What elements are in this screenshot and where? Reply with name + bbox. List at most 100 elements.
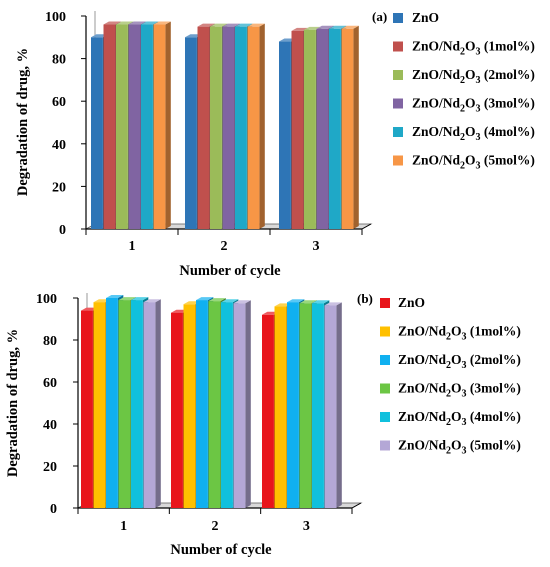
bar-front-face xyxy=(141,24,153,229)
bar-front-face xyxy=(153,24,166,229)
bar-front-face xyxy=(324,305,337,508)
bar-top-face xyxy=(131,297,149,301)
bar-top-face xyxy=(143,299,161,303)
chart-b-bar xyxy=(324,302,342,508)
bar-front-face xyxy=(196,300,208,508)
legend-entry: ZnO xyxy=(398,295,425,310)
bar-top-face xyxy=(316,25,334,29)
bar-top-face xyxy=(233,300,251,304)
legend-entry: ZnO/Nd2O3 (4mol%) xyxy=(398,409,521,428)
bar-front-face xyxy=(143,302,156,508)
bar-front-face xyxy=(106,298,118,508)
chart-a-y-axis-title: Degradation of drug, % xyxy=(15,48,31,196)
bar-top-face xyxy=(247,23,265,27)
chart-b-y-tick-label: 40 xyxy=(43,418,57,433)
chart-a-x-axis-depth xyxy=(361,223,372,230)
bar-top-face xyxy=(287,299,305,303)
chart-a-bar xyxy=(247,23,265,230)
legend-swatch xyxy=(380,298,390,308)
legend-entry: ZnO/Nd2O3 (4mol%) xyxy=(412,124,535,143)
chart-a-y-tick-label: 20 xyxy=(52,180,66,195)
bar-front-face xyxy=(91,37,103,229)
legend-swatch xyxy=(393,41,403,52)
chart-b-y-tick-label: 20 xyxy=(43,460,57,475)
bar-front-face xyxy=(274,306,287,508)
bar-top-face xyxy=(329,25,347,29)
bar-front-face xyxy=(210,26,222,230)
chart-a-y-tick-label: 80 xyxy=(52,53,66,68)
chart-b-panel-label: (b) xyxy=(357,291,373,306)
chart-a-panel-label: (a) xyxy=(372,9,387,24)
bar-front-face xyxy=(128,24,141,229)
bar-front-face xyxy=(183,304,196,508)
bar-front-face xyxy=(287,302,299,508)
bar-side-face xyxy=(259,23,265,230)
chart-b-x-tick-label: 2 xyxy=(212,519,219,534)
chart-b-bar xyxy=(233,300,251,508)
bar-front-face xyxy=(116,24,128,229)
bar-top-face xyxy=(106,295,124,298)
bar-front-face xyxy=(299,303,312,508)
legend-swatch xyxy=(393,155,403,166)
chart-b-x-tick-label: 3 xyxy=(303,519,310,534)
bar-side-face xyxy=(165,21,171,229)
bar-top-face xyxy=(128,21,146,25)
chart-b-y-tick-label: 80 xyxy=(43,334,57,349)
bar-side-face xyxy=(245,300,251,508)
bar-top-face xyxy=(103,21,121,25)
bar-front-face xyxy=(262,314,274,508)
bar-front-face xyxy=(291,30,304,229)
chart-a-x-tick-label: 3 xyxy=(313,239,320,254)
chart-a-y-tick-label: 40 xyxy=(52,138,66,153)
bar-top-face xyxy=(118,297,136,301)
bar-top-face xyxy=(222,23,240,27)
bar-front-face xyxy=(171,312,183,508)
bar-top-face xyxy=(116,21,134,25)
legend-swatch xyxy=(380,412,390,422)
chart-a-y-tick-label: 0 xyxy=(59,223,66,238)
legend-swatch xyxy=(380,440,390,451)
chart-b-x-tick-label: 1 xyxy=(120,519,127,534)
chart-a-x-tick-label: 1 xyxy=(129,239,136,254)
chart-b-y-tick-label: 60 xyxy=(43,376,57,391)
chart-a-y-tick-label: 60 xyxy=(52,95,66,110)
bar-front-face xyxy=(316,28,329,230)
chart-b-legend: ZnO ZnO/Nd2O3 (1mol%) ZnO/Nd2O3 (2mol%) ZnO… xyxy=(380,295,521,457)
legend-entry: ZnO/Nd2O3 (5mol%) xyxy=(398,438,521,457)
bar-top-face xyxy=(341,25,359,29)
chart-b-bar xyxy=(143,299,161,508)
bar-side-face xyxy=(155,299,161,508)
chart-b-y-tick-label: 100 xyxy=(36,292,57,307)
bar-front-face xyxy=(233,303,246,508)
bar-top-face xyxy=(153,21,171,25)
legend-entry: ZnO/Nd2O3 (1mol%) xyxy=(398,324,521,343)
bar-top-face xyxy=(299,300,317,304)
bar-side-face xyxy=(336,302,342,508)
legend-entry: ZnO/Nd2O3 (2mol%) xyxy=(412,67,535,86)
chart-panel-b: 0 20 40 60 80 100 1 2 3 Number of cycle Degradatio… xyxy=(5,291,521,558)
bar-front-face xyxy=(247,26,260,230)
legend-swatch xyxy=(380,383,390,394)
chart-b-y-axis-title: Degradation of drug, % xyxy=(5,329,21,477)
bar-front-face xyxy=(341,28,354,230)
bar-top-face xyxy=(141,21,159,25)
chart-panel-a: 0 20 40 60 80 100 1 2 3 Number of cycle Degradatio… xyxy=(15,9,535,279)
chart-b-x-axis-depth xyxy=(351,502,362,509)
chart-b-x-axis-title: Number of cycle xyxy=(170,542,272,558)
bar-front-face xyxy=(103,24,116,229)
chart-a-y-tick-label: 100 xyxy=(45,10,66,25)
bar-front-face xyxy=(312,303,324,508)
bar-front-face xyxy=(222,26,235,230)
bar-front-face xyxy=(197,26,210,230)
bar-front-face xyxy=(93,302,106,508)
legend-swatch xyxy=(393,70,403,80)
chart-a-x-tick-label: 2 xyxy=(221,239,228,254)
legend-swatch xyxy=(393,13,403,23)
bar-front-face xyxy=(304,29,316,229)
bar-front-face xyxy=(221,302,233,508)
chart-a-bar xyxy=(153,21,171,229)
legend-swatch xyxy=(380,355,390,365)
bar-top-face xyxy=(312,300,330,304)
bar-front-face xyxy=(185,37,197,229)
